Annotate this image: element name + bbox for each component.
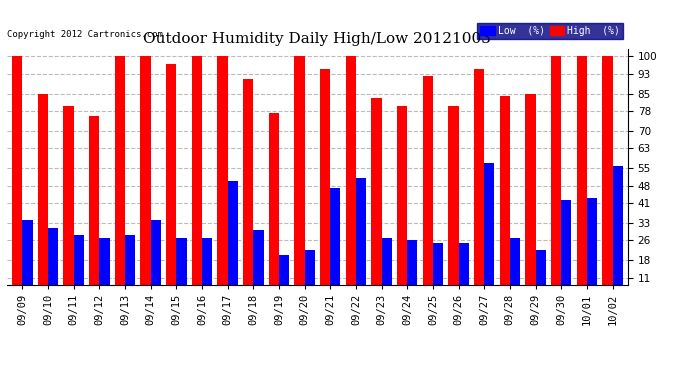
Title: Outdoor Humidity Daily High/Low 20121003: Outdoor Humidity Daily High/Low 20121003 <box>144 32 491 46</box>
Bar <box>407 240 417 305</box>
Bar <box>217 56 228 305</box>
Bar <box>89 116 99 305</box>
Text: Copyright 2012 Cartronics.com: Copyright 2012 Cartronics.com <box>7 30 163 39</box>
Bar <box>433 243 443 305</box>
Bar <box>166 64 176 305</box>
Bar <box>192 56 202 305</box>
Bar <box>500 96 510 305</box>
Bar <box>525 93 535 305</box>
Bar <box>346 56 356 305</box>
Bar <box>253 230 264 305</box>
Bar <box>202 238 213 305</box>
Bar <box>140 56 150 305</box>
Bar <box>12 56 22 305</box>
Bar <box>125 235 135 305</box>
Bar <box>586 198 597 305</box>
Bar <box>295 56 304 305</box>
Bar <box>228 180 238 305</box>
Bar <box>279 255 289 305</box>
Bar <box>243 79 253 305</box>
Bar <box>382 238 392 305</box>
Bar <box>459 243 469 305</box>
Bar <box>38 93 48 305</box>
Bar <box>99 238 110 305</box>
Bar <box>48 228 58 305</box>
Bar <box>268 113 279 305</box>
Bar <box>150 220 161 305</box>
Bar <box>602 56 613 305</box>
Bar <box>551 56 561 305</box>
Bar <box>74 235 84 305</box>
Bar <box>510 238 520 305</box>
Bar <box>331 188 340 305</box>
Bar <box>561 201 571 305</box>
Bar <box>535 250 546 305</box>
Bar <box>484 163 495 305</box>
Bar <box>474 69 484 305</box>
Bar <box>22 220 32 305</box>
Bar <box>356 178 366 305</box>
Bar <box>613 166 623 305</box>
Bar <box>304 250 315 305</box>
Bar <box>371 99 382 305</box>
Bar <box>577 56 586 305</box>
Bar <box>448 106 459 305</box>
Legend: Low  (%), High  (%): Low (%), High (%) <box>477 23 623 39</box>
Bar <box>176 238 186 305</box>
Bar <box>397 106 407 305</box>
Bar <box>422 76 433 305</box>
Bar <box>320 69 331 305</box>
Bar <box>63 106 74 305</box>
Bar <box>115 56 125 305</box>
